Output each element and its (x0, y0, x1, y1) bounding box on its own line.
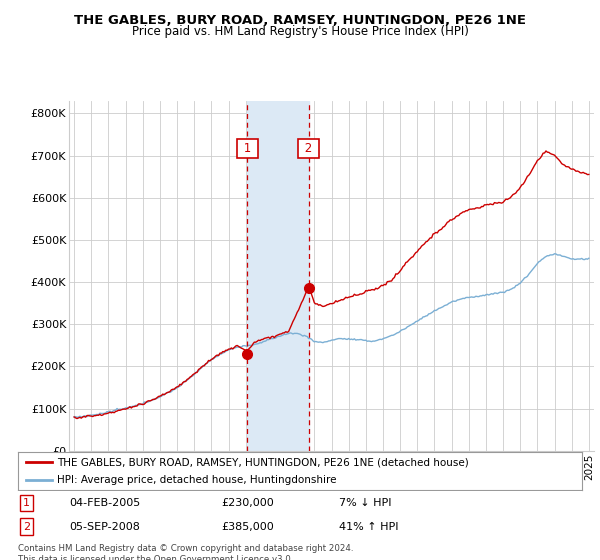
Text: Contains HM Land Registry data © Crown copyright and database right 2024.
This d: Contains HM Land Registry data © Crown c… (18, 544, 353, 560)
Text: 2: 2 (23, 521, 30, 531)
Text: THE GABLES, BURY ROAD, RAMSEY, HUNTINGDON, PE26 1NE (detached house): THE GABLES, BURY ROAD, RAMSEY, HUNTINGDO… (58, 457, 469, 467)
Text: 7% ↓ HPI: 7% ↓ HPI (340, 498, 392, 508)
Text: 05-SEP-2008: 05-SEP-2008 (69, 521, 140, 531)
Text: 04-FEB-2005: 04-FEB-2005 (69, 498, 140, 508)
Text: HPI: Average price, detached house, Huntingdonshire: HPI: Average price, detached house, Hunt… (58, 475, 337, 485)
Text: 1: 1 (23, 498, 30, 508)
Bar (247, 101, 308, 451)
Text: 1: 1 (240, 142, 255, 155)
Text: 41% ↑ HPI: 41% ↑ HPI (340, 521, 399, 531)
Text: 2: 2 (301, 142, 316, 155)
Text: £230,000: £230,000 (221, 498, 274, 508)
Text: THE GABLES, BURY ROAD, RAMSEY, HUNTINGDON, PE26 1NE: THE GABLES, BURY ROAD, RAMSEY, HUNTINGDO… (74, 14, 526, 27)
Text: Price paid vs. HM Land Registry's House Price Index (HPI): Price paid vs. HM Land Registry's House … (131, 25, 469, 38)
Text: £385,000: £385,000 (221, 521, 274, 531)
